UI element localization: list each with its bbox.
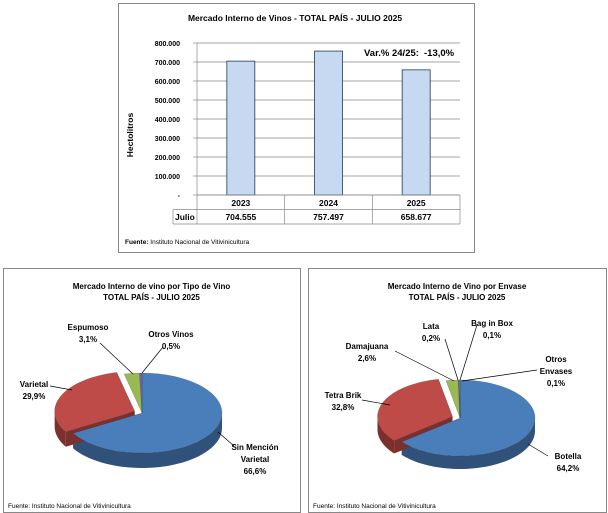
leader-line xyxy=(361,399,391,406)
pie-label: 3,1% xyxy=(79,335,97,344)
pie-label: Damajuana xyxy=(346,342,389,351)
data-table-value: 704.555 xyxy=(225,212,256,222)
pie-slice-side xyxy=(73,413,222,468)
pie-label: 64,2% xyxy=(557,464,580,473)
leader-line xyxy=(444,338,459,381)
y-tick-label: 100.000 xyxy=(155,174,180,181)
pie-label: Lata xyxy=(423,322,440,331)
leader-line xyxy=(461,369,538,382)
bar-2023 xyxy=(226,60,256,196)
pie-label: 0,2% xyxy=(422,334,440,343)
leader-line xyxy=(141,346,164,374)
leader-line xyxy=(394,350,455,382)
y-tick-label: 700.000 xyxy=(155,60,180,67)
pie-slice-side xyxy=(54,411,66,447)
leader-line xyxy=(99,342,134,375)
pie-label: Sin Mención xyxy=(231,443,278,452)
y-tick-label: 300.000 xyxy=(155,136,180,143)
data-table-row-label: Julio xyxy=(175,212,195,222)
pie-label: 32,8% xyxy=(332,403,355,412)
pie-label: Envases xyxy=(540,367,573,376)
variation-label: Var.% 24/25: xyxy=(364,48,419,59)
pie-label: 66,6% xyxy=(244,467,267,476)
y-tick-label: 600.000 xyxy=(155,79,180,86)
pie-slice-espumoso xyxy=(123,372,143,414)
leader-line xyxy=(459,324,478,381)
data-table-value: 757.497 xyxy=(313,212,344,222)
source-note: Fuente: Instituto Nacional de Vitivinicu… xyxy=(125,239,250,246)
pie-chart-title: Mercado Interno de Vino por Envase xyxy=(388,282,527,291)
pie-slice-botella xyxy=(401,379,536,457)
variation-value: -13,0% xyxy=(424,48,455,59)
pie-label: Botella xyxy=(555,452,582,461)
pie-label: 29,9% xyxy=(23,392,46,401)
bar-chart-title: Mercado Interno de Vinos - TOTAL PAÍS - … xyxy=(188,13,402,23)
category-label: 2023 xyxy=(231,198,250,208)
pie-label: Espumoso xyxy=(68,323,109,332)
source-note: Fuente: Instituto Nacional de Vitivinicu… xyxy=(313,503,436,510)
data-table-value: 658.677 xyxy=(401,212,432,222)
pie-label: Otros Vinos xyxy=(148,330,194,339)
pie-slice-varietal xyxy=(54,372,135,432)
source-note: Fuente: Instituto Nacional de Vitivinicu… xyxy=(8,503,131,510)
pie-label: 0,1% xyxy=(483,331,501,340)
y-tick-label: 800.000 xyxy=(155,41,180,48)
pie-slice-side xyxy=(377,416,395,454)
pie-slice-side xyxy=(401,418,535,469)
bar-2025 xyxy=(401,69,431,196)
y-tick-label: 200.000 xyxy=(155,155,180,162)
y-axis-label: Hectolitros xyxy=(125,113,135,158)
leader-line xyxy=(49,385,73,391)
pie-label: 0,5% xyxy=(162,342,180,351)
pie-label: Otros xyxy=(545,355,567,364)
category-label: 2024 xyxy=(319,198,338,208)
pie-label: Varietal xyxy=(241,455,269,464)
pie-label: Tetra Brik xyxy=(325,391,362,400)
y-tick-label: 400.000 xyxy=(155,117,180,124)
pie-chart-title: TOTAL PAÍS - JULIO 2025 xyxy=(409,293,506,302)
leader-line xyxy=(527,443,549,457)
y-tick-label: - xyxy=(178,193,181,200)
pie-label: Varietal xyxy=(20,380,48,389)
bar-2024 xyxy=(314,50,343,196)
pie-slice-sin-mención-varietal xyxy=(72,372,223,454)
pie-chart-title: Mercado Interno de vino por Tipo de Vino xyxy=(73,282,231,291)
pie-label: 0,1% xyxy=(547,379,565,388)
category-label: 2025 xyxy=(407,198,426,208)
pie-label: Bag in Box xyxy=(471,319,513,328)
pie-label: 2,6% xyxy=(358,354,376,363)
leader-line xyxy=(217,431,235,447)
pie-slice-otros-vinos xyxy=(139,372,143,414)
pie-chart-title: TOTAL PAÍS - JULIO 2025 xyxy=(103,293,200,302)
y-tick-label: 500.000 xyxy=(155,98,180,105)
